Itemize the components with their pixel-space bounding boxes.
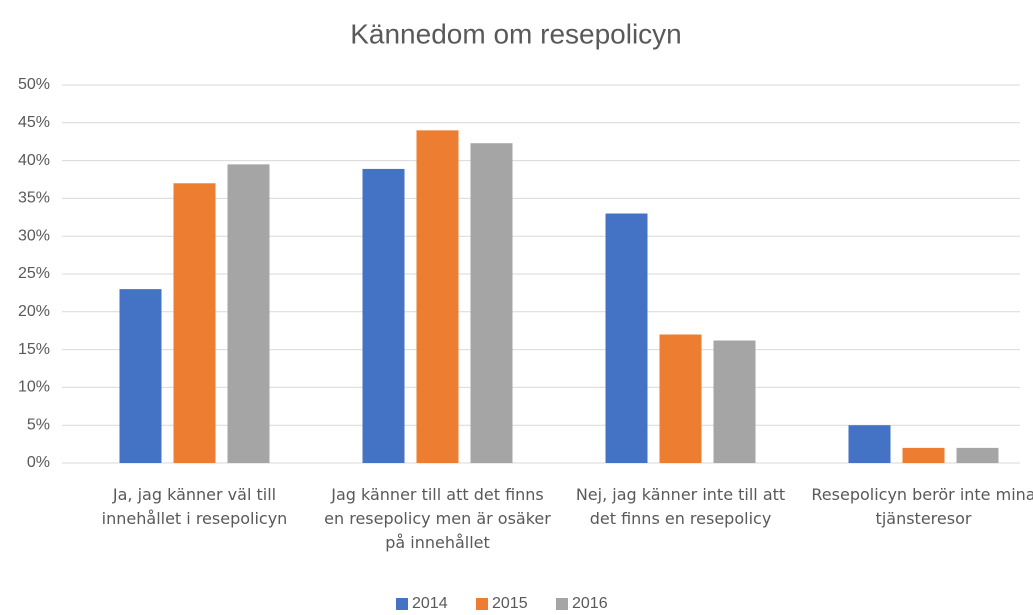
legend-swatch — [396, 598, 408, 610]
bar — [956, 447, 999, 463]
bar — [659, 334, 702, 463]
y-tick-label: 15% — [18, 341, 50, 358]
bar — [713, 340, 756, 463]
y-tick-label: 45% — [18, 114, 50, 131]
legend-label: 2016 — [572, 595, 608, 612]
bar — [362, 168, 405, 463]
legend-label: 2014 — [412, 595, 448, 612]
bar — [173, 183, 216, 463]
y-tick-label: 30% — [18, 227, 50, 244]
bar — [416, 130, 459, 464]
legend-swatch — [556, 598, 568, 610]
bar — [848, 425, 891, 463]
chart-title: Kännedom om resepolicyn — [350, 18, 682, 49]
y-tick-label: 0% — [27, 454, 50, 471]
legend-label: 2015 — [492, 595, 528, 612]
y-tick-label: 35% — [18, 190, 50, 207]
x-tick-label: Nej, jag känner inte till att det finns … — [575, 485, 786, 528]
bar — [119, 289, 162, 463]
y-tick-label: 20% — [18, 303, 50, 320]
y-tick-label: 25% — [18, 265, 50, 282]
y-tick-label: 5% — [27, 416, 50, 433]
x-tick-label: Jag känner till att det finns en resepol… — [324, 485, 551, 552]
x-tick-label: Ja, jag känner väl till innehållet i res… — [101, 485, 288, 528]
bar — [902, 447, 945, 463]
y-tick-label: 50% — [18, 76, 50, 93]
legend-swatch — [476, 598, 488, 610]
bar — [605, 213, 648, 463]
x-tick-label: Resepolicyn berör inte mina tjänsteresor — [811, 485, 1033, 528]
y-tick-label: 10% — [18, 379, 50, 396]
y-tick-label: 40% — [18, 152, 50, 169]
bar — [227, 164, 270, 463]
bar — [470, 143, 513, 463]
